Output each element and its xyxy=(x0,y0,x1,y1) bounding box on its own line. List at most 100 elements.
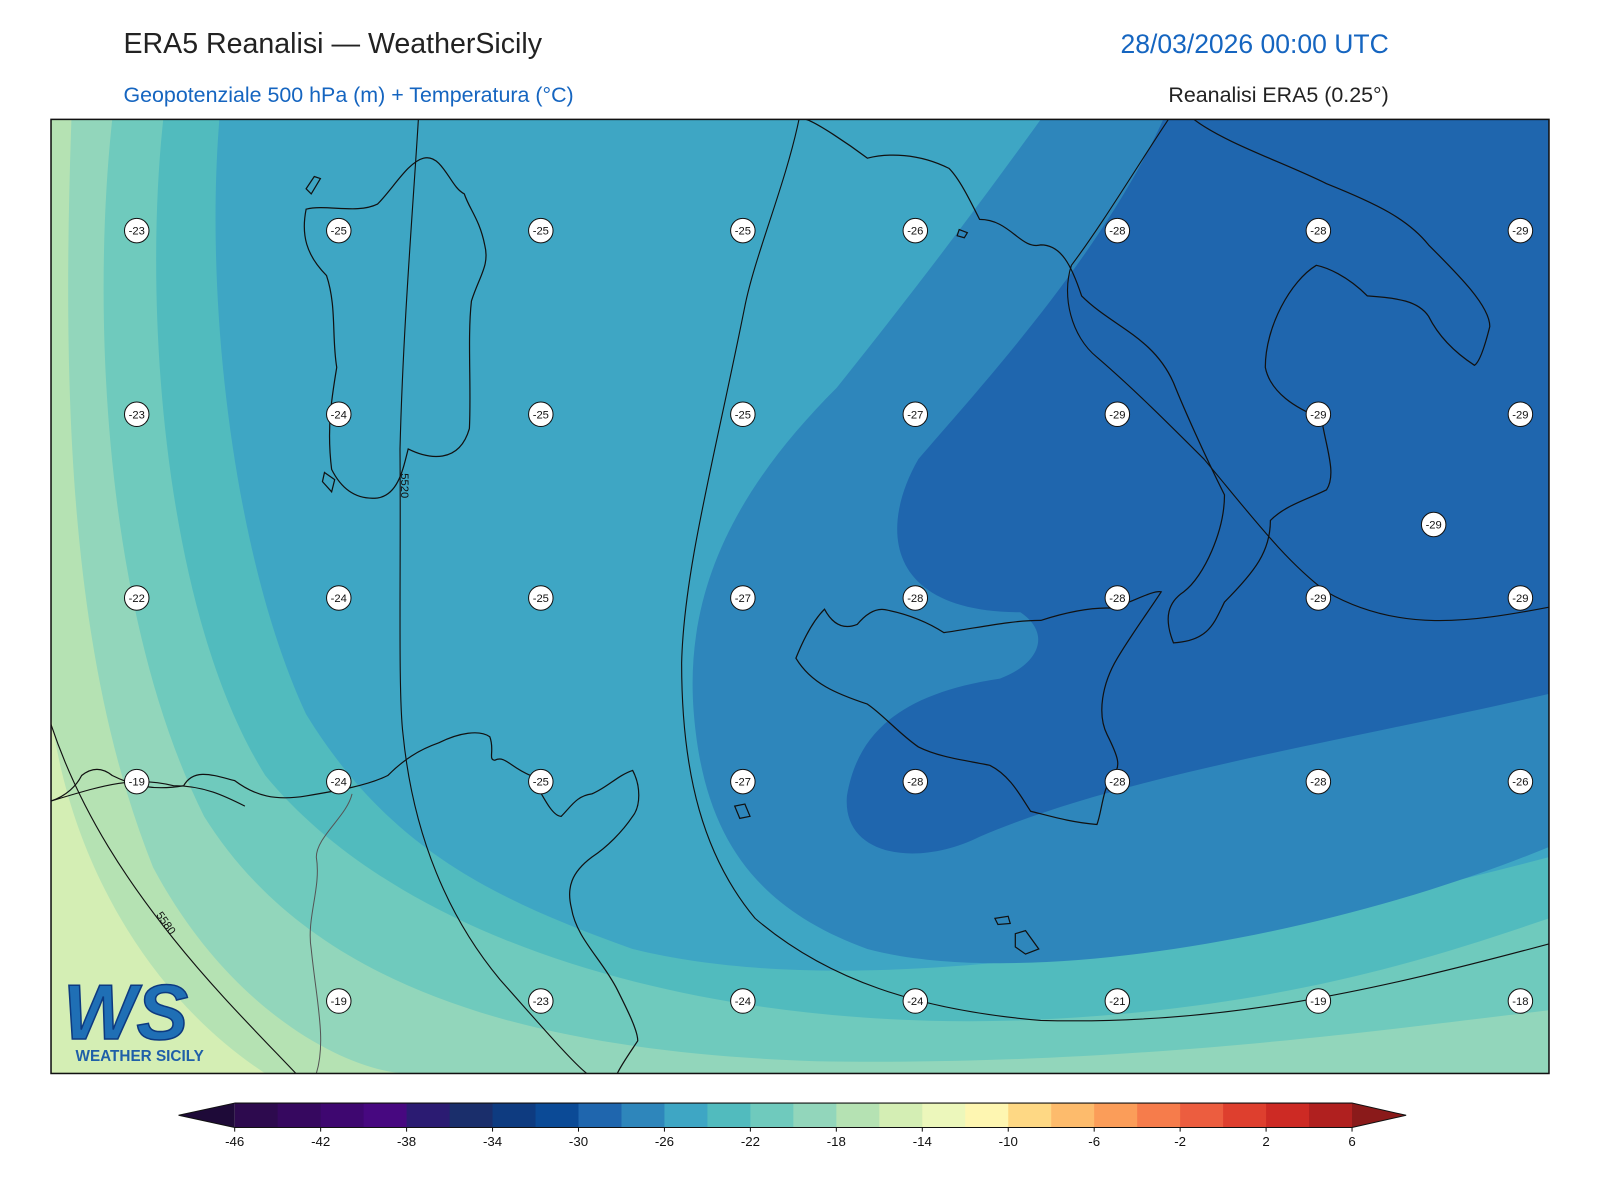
temp-marker xyxy=(1507,401,1534,428)
temp-label: -28 xyxy=(907,593,923,605)
temp-marker xyxy=(326,768,352,795)
colorbar-segment xyxy=(363,1103,408,1128)
temp-label: -25 xyxy=(533,777,549,789)
colorbar-tick-label: -38 xyxy=(397,1134,416,1149)
contour-line xyxy=(51,724,297,1074)
temp-marker xyxy=(730,988,756,1014)
colorbar-tick-label: -22 xyxy=(741,1134,760,1149)
temp-marker xyxy=(528,401,554,428)
temp-marker xyxy=(528,585,554,611)
colorbar-segment xyxy=(836,1103,880,1128)
temp-marker xyxy=(326,585,352,611)
coastline xyxy=(805,119,1491,644)
temp-marker xyxy=(730,217,756,244)
temp-marker xyxy=(1507,217,1534,244)
colorbar-extend xyxy=(1352,1103,1407,1128)
temp-marker xyxy=(902,768,929,795)
colorbar-tick-label: -10 xyxy=(999,1134,1018,1149)
temp-label: -19 xyxy=(1310,996,1326,1008)
temp-marker xyxy=(1420,511,1447,538)
coastline xyxy=(51,732,640,1074)
temp-label: -29 xyxy=(1512,226,1528,238)
colorbar-segment xyxy=(234,1103,279,1128)
colorbar-extend xyxy=(178,1103,235,1128)
temp-marker xyxy=(1104,768,1131,795)
temp-label: -28 xyxy=(1109,593,1125,605)
colorbar-segment xyxy=(1180,1103,1224,1128)
temp-label: -28 xyxy=(1310,226,1326,238)
temp-label: -25 xyxy=(533,593,549,605)
temp-label: -29 xyxy=(1512,593,1528,605)
temp-marker xyxy=(123,401,150,428)
colorbar-segment xyxy=(1266,1103,1310,1128)
colorbar-tick-label: -46 xyxy=(225,1134,244,1149)
temp-marker xyxy=(1104,401,1131,428)
temp-label: -24 xyxy=(331,593,347,605)
temp-label: -21 xyxy=(1109,996,1125,1008)
source: Reanalisi ERA5 (0.25°) xyxy=(1168,83,1388,107)
colorbar-segment xyxy=(277,1103,322,1128)
colorbar-tick-label: -42 xyxy=(311,1134,330,1149)
temp-marker xyxy=(1507,768,1534,795)
colorbar-segment xyxy=(1223,1103,1267,1128)
temp-label: -29 xyxy=(1109,409,1125,421)
temp-label: -23 xyxy=(533,996,549,1008)
temp-label: -29 xyxy=(1310,593,1326,605)
temp-label: -19 xyxy=(129,777,145,789)
subtitle: Geopotenziale 500 hPa (m) + Temperatura … xyxy=(123,83,573,107)
temp-label: -28 xyxy=(1109,777,1125,789)
field xyxy=(846,119,1549,854)
colorbar-segment xyxy=(922,1103,966,1128)
temp-label: -25 xyxy=(533,409,549,421)
contour-line xyxy=(399,119,588,1074)
temp-marker xyxy=(1507,988,1534,1014)
temp-label: -24 xyxy=(331,777,347,789)
temp-marker xyxy=(326,217,352,244)
temp-marker xyxy=(1507,585,1534,611)
colorbar-segment xyxy=(965,1103,1009,1128)
temp-label: -28 xyxy=(1310,777,1326,789)
temp-marker xyxy=(528,217,554,244)
temp-marker xyxy=(1305,401,1332,428)
temp-label: -29 xyxy=(1310,409,1326,421)
colorbar-tick-label: 2 xyxy=(1262,1134,1269,1149)
colorbar-segment xyxy=(1008,1103,1052,1128)
colorbar-tick-label: -2 xyxy=(1174,1134,1186,1149)
coastline xyxy=(305,175,1040,955)
field xyxy=(51,119,409,1074)
colorbar-segment xyxy=(320,1103,365,1128)
colorbar-tick-label: -6 xyxy=(1088,1134,1100,1149)
map xyxy=(51,119,1549,1074)
logo: WS WEATHER SICILY xyxy=(62,969,203,1065)
map-frame xyxy=(50,118,1550,1075)
colorbar-segment xyxy=(449,1103,494,1128)
colorbar-segment xyxy=(1137,1103,1181,1128)
temp-marker xyxy=(528,988,554,1014)
colorbar-segment xyxy=(1094,1103,1138,1128)
temp-marker xyxy=(326,988,352,1014)
temp-marker xyxy=(1305,217,1332,244)
colorbar-segment xyxy=(664,1103,708,1128)
temp-label: -25 xyxy=(533,226,549,238)
colorbar-tick-label: -30 xyxy=(569,1134,588,1149)
colorbar-segment xyxy=(621,1103,665,1128)
temp-label: -23 xyxy=(129,226,145,238)
colorbar-segment xyxy=(1309,1103,1353,1128)
temp-marker xyxy=(528,768,554,795)
border xyxy=(309,793,353,1074)
contour-label: 5520 xyxy=(398,473,410,498)
title: ERA5 Reanalisi — WeatherSicily xyxy=(123,28,542,60)
temp-marker xyxy=(123,217,150,244)
temp-marker xyxy=(902,988,929,1014)
temp-marker xyxy=(326,401,352,428)
temp-marker xyxy=(1305,585,1332,611)
temp-label: -27 xyxy=(735,593,751,605)
colorbar-segment xyxy=(578,1103,622,1128)
temp-marker xyxy=(123,768,150,795)
temp-label: -19 xyxy=(331,996,347,1008)
colorbar-segment xyxy=(406,1103,451,1128)
contour-line xyxy=(681,119,1549,1022)
colorbar-segment xyxy=(492,1103,537,1128)
temp-label: -27 xyxy=(735,777,751,789)
